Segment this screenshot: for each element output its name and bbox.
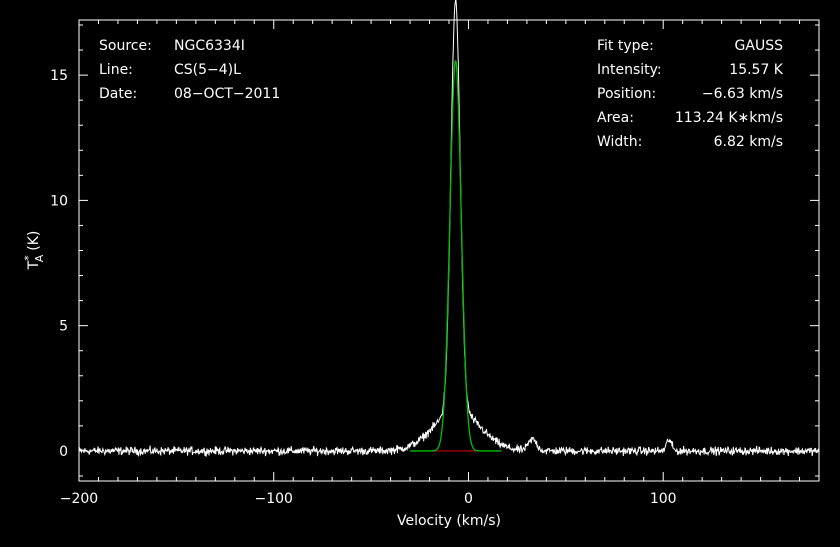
x-tick-label: 0 [464,491,473,507]
info-right-value: 6.82 km/s [714,134,783,150]
y-tick-label: 5 [59,319,68,335]
info-right-key: Intensity: [597,62,662,78]
info-right-value: −6.63 km/s [702,86,783,102]
info-left-value: CS(5−4)L [174,62,241,78]
x-axis-label: Velocity (km/s) [397,513,501,529]
info-right-key: Position: [597,86,656,102]
x-tick-label: −100 [255,491,293,507]
tick-labels: −200 −100 0 100 0 5 10 15 [50,68,676,507]
y-axis-label-sup: * [22,255,35,261]
info-right-key: Area: [597,110,634,126]
tick-marks [78,20,820,481]
info-left-value: NGC6334I [174,38,245,54]
chart-marks [78,0,820,458]
x-tick-label: −200 [60,491,98,507]
info-right-key: Fit type: [597,38,654,54]
y-axis-label-unit: (K) [26,231,42,251]
info-left-key: Date: [99,86,137,102]
info-right-value: GAUSS [735,38,784,54]
x-tick-label: 100 [650,491,677,507]
info-right-key: Width: [597,134,642,150]
y-tick-label: 0 [59,444,68,460]
y-axis-label-main: T [26,260,42,270]
info-right-value: 113.24 K∗km/s [675,110,783,126]
info-left-key: Source: [99,38,152,54]
y-axis-label-sub: A [33,254,46,262]
info-left-panel: Source: NGC6334I Line: CS(5−4)L Date: 08−OCT−… [99,38,280,102]
info-left-value: 08−OCT−2011 [174,86,280,102]
y-tick-label: 10 [50,193,68,209]
y-tick-label: 15 [50,68,68,84]
info-right-panel: Fit type: GAUSS Intensity: 15.57 K Position:… [597,38,784,150]
y-axis-label: T*A (K) [22,231,46,271]
gaussian-fit-line [410,60,502,452]
info-left-key: Line: [99,62,133,78]
info-right-value: 15.57 K [729,62,784,78]
svg-text:T*A(K): T*A (K) [22,231,46,271]
